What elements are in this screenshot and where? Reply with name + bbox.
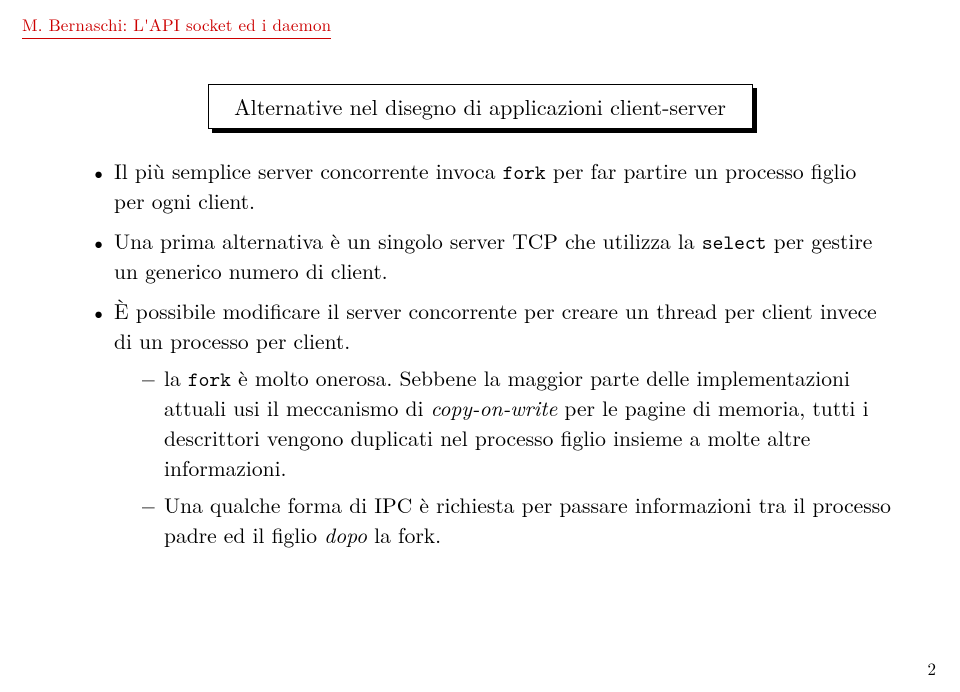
text: Una prima alternativa è un singolo serve… (114, 226, 702, 256)
italic-text: copy-on-write (431, 393, 558, 423)
text: È possibile modificare il server concorr… (114, 296, 877, 356)
page-number: 2 (928, 656, 937, 680)
italic-text: dopo (324, 520, 367, 550)
text: Una qualche forma di IPC è richiesta per… (164, 490, 891, 550)
bullet-item: Una prima alternativa è un singolo serve… (90, 227, 892, 287)
sub-bullet-item: Una qualche forma di IPC è richiesta per… (142, 491, 892, 550)
code-inline: fork (188, 366, 231, 393)
header-text: M. Bernaschi: L'API socket ed i daemon (22, 12, 331, 39)
bullet-item: Il più semplice server concorrente invoc… (90, 157, 892, 217)
bullet-item: È possibile modificare il server concorr… (90, 297, 892, 551)
code-inline: select (702, 229, 767, 256)
text: Il più semplice server concorrente invoc… (114, 156, 503, 186)
content-area: Il più semplice server concorrente invoc… (90, 157, 892, 551)
text: la (164, 363, 188, 393)
page-header: M. Bernaschi: L'API socket ed i daemon (0, 0, 960, 36)
bullet-list: Il più semplice server concorrente invoc… (90, 157, 892, 551)
sub-bullet-list: la fork è molto onerosa. Sebbene la magg… (114, 364, 892, 551)
title-box: Alternative nel disegno di applicazioni … (208, 84, 753, 129)
slide-title: Alternative nel disegno di applicazioni … (208, 84, 753, 129)
text: la fork. (367, 520, 441, 550)
code-inline: fork (503, 159, 546, 186)
sub-bullet-item: la fork è molto onerosa. Sebbene la magg… (142, 364, 892, 483)
